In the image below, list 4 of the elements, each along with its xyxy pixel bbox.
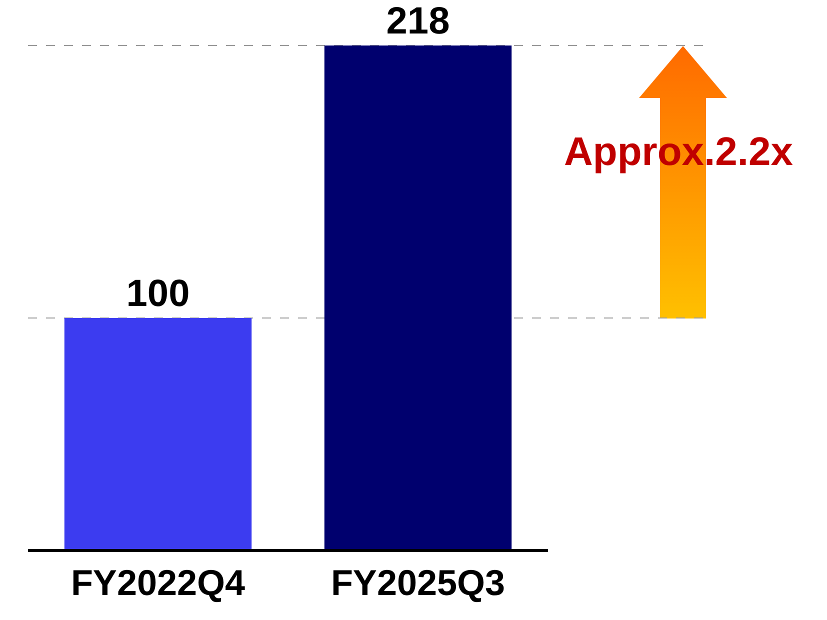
data-label: 100 bbox=[126, 273, 190, 316]
x-tick-label: FY2022Q4 bbox=[70, 562, 246, 604]
data-label: 218 bbox=[386, 0, 450, 42]
x-tick-label: FY2025Q3 bbox=[330, 562, 506, 604]
